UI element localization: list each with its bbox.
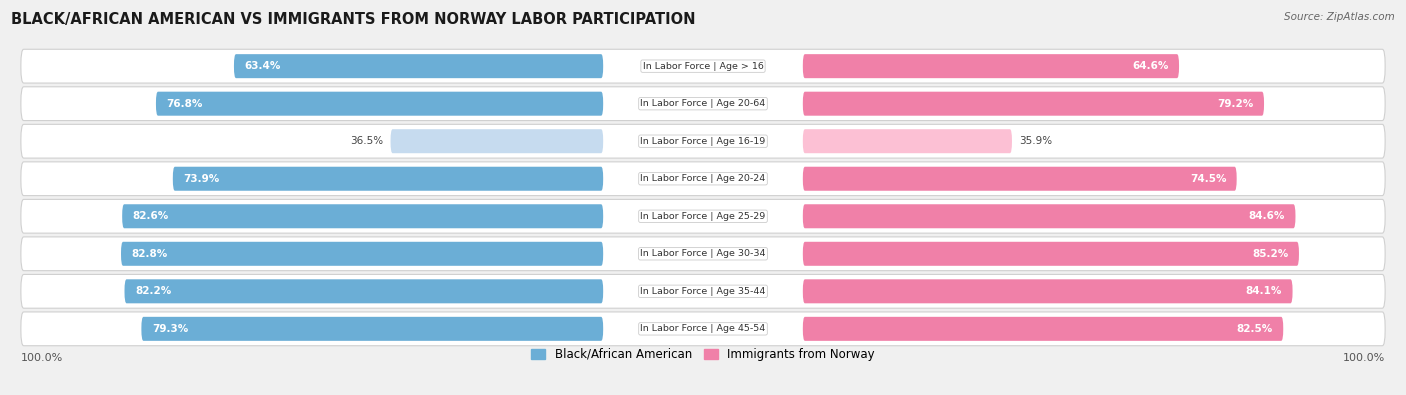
Text: 35.9%: 35.9% [1019, 136, 1052, 146]
FancyBboxPatch shape [21, 49, 1385, 83]
Text: 79.3%: 79.3% [152, 324, 188, 334]
FancyBboxPatch shape [803, 279, 1292, 303]
Text: 63.4%: 63.4% [245, 61, 281, 71]
Text: In Labor Force | Age 20-64: In Labor Force | Age 20-64 [640, 99, 766, 108]
Text: 100.0%: 100.0% [1343, 353, 1385, 363]
FancyBboxPatch shape [121, 242, 603, 266]
Text: In Labor Force | Age 25-29: In Labor Force | Age 25-29 [640, 212, 766, 221]
FancyBboxPatch shape [803, 242, 1299, 266]
FancyBboxPatch shape [125, 279, 603, 303]
FancyBboxPatch shape [21, 87, 1385, 120]
FancyBboxPatch shape [803, 204, 1295, 228]
FancyBboxPatch shape [21, 237, 1385, 271]
FancyBboxPatch shape [391, 129, 603, 153]
Text: 85.2%: 85.2% [1253, 249, 1288, 259]
FancyBboxPatch shape [21, 162, 1385, 196]
FancyBboxPatch shape [142, 317, 603, 341]
Text: 100.0%: 100.0% [21, 353, 63, 363]
FancyBboxPatch shape [803, 167, 1237, 191]
Text: 73.9%: 73.9% [183, 174, 219, 184]
Text: In Labor Force | Age 16-19: In Labor Force | Age 16-19 [640, 137, 766, 146]
FancyBboxPatch shape [233, 54, 603, 78]
Text: Source: ZipAtlas.com: Source: ZipAtlas.com [1284, 12, 1395, 22]
Text: BLACK/AFRICAN AMERICAN VS IMMIGRANTS FROM NORWAY LABOR PARTICIPATION: BLACK/AFRICAN AMERICAN VS IMMIGRANTS FRO… [11, 12, 696, 27]
Text: 82.5%: 82.5% [1237, 324, 1272, 334]
FancyBboxPatch shape [156, 92, 603, 116]
Text: In Labor Force | Age 45-54: In Labor Force | Age 45-54 [640, 324, 766, 333]
FancyBboxPatch shape [122, 204, 603, 228]
Text: 82.8%: 82.8% [131, 249, 167, 259]
Text: 74.5%: 74.5% [1189, 174, 1226, 184]
Text: 84.6%: 84.6% [1249, 211, 1285, 221]
Text: 82.2%: 82.2% [135, 286, 172, 296]
Text: 64.6%: 64.6% [1132, 61, 1168, 71]
FancyBboxPatch shape [21, 275, 1385, 308]
FancyBboxPatch shape [803, 54, 1180, 78]
FancyBboxPatch shape [21, 124, 1385, 158]
Text: In Labor Force | Age 35-44: In Labor Force | Age 35-44 [640, 287, 766, 296]
Text: 82.6%: 82.6% [132, 211, 169, 221]
Text: 79.2%: 79.2% [1218, 99, 1254, 109]
Text: In Labor Force | Age 30-34: In Labor Force | Age 30-34 [640, 249, 766, 258]
Legend: Black/African American, Immigrants from Norway: Black/African American, Immigrants from … [526, 343, 880, 366]
FancyBboxPatch shape [173, 167, 603, 191]
FancyBboxPatch shape [803, 129, 1012, 153]
Text: In Labor Force | Age 20-24: In Labor Force | Age 20-24 [640, 174, 766, 183]
Text: 84.1%: 84.1% [1246, 286, 1282, 296]
Text: In Labor Force | Age > 16: In Labor Force | Age > 16 [643, 62, 763, 71]
Text: 36.5%: 36.5% [350, 136, 384, 146]
FancyBboxPatch shape [21, 199, 1385, 233]
Text: 76.8%: 76.8% [166, 99, 202, 109]
FancyBboxPatch shape [21, 312, 1385, 346]
FancyBboxPatch shape [803, 92, 1264, 116]
FancyBboxPatch shape [803, 317, 1284, 341]
